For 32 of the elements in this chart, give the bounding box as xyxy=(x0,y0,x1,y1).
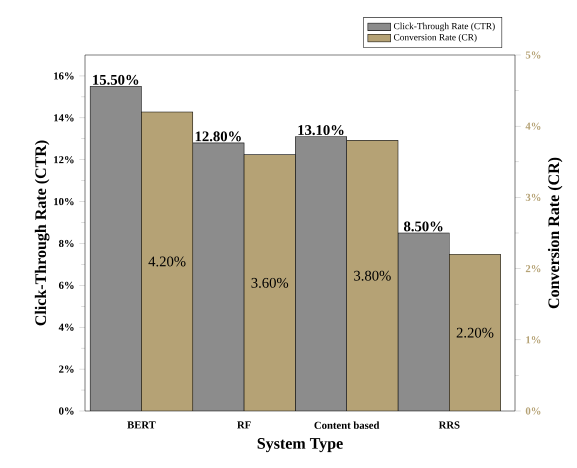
y2-tick-label: 5% xyxy=(526,51,540,59)
x-tick-label: BERT xyxy=(127,421,156,428)
y-tick-label: 8% xyxy=(58,240,74,248)
y2-tick-label: 2% xyxy=(526,264,540,272)
y-tick-label: 6% xyxy=(58,282,74,289)
data-label: 13.10% xyxy=(298,125,344,136)
y2-tick-label: 4% xyxy=(526,122,540,130)
y-tick-label: 0% xyxy=(59,407,74,415)
x-axis-title: System Type xyxy=(258,438,343,452)
data-label: 3.80% xyxy=(354,270,391,281)
data-label: 3.60% xyxy=(252,278,288,288)
y2-tick-label: 0% xyxy=(526,407,540,415)
x-tick-label: Content based xyxy=(314,421,380,429)
data-label: 15.50% xyxy=(93,74,138,85)
y-tick-label: 12% xyxy=(54,156,74,164)
y-tick-label: 2% xyxy=(59,366,74,373)
data-label: 2.20% xyxy=(456,328,494,338)
y2-tick-label: 3% xyxy=(526,194,540,202)
y2-axis-title: Conversion Rate (CR) xyxy=(548,158,562,308)
y-tick-label: 4% xyxy=(58,324,74,331)
y-tick-label: 16% xyxy=(54,72,74,80)
y-tick-label: 10% xyxy=(54,198,74,206)
y2-tick-label: 1% xyxy=(526,336,540,344)
data-label: 8.50% xyxy=(404,221,442,232)
legend-label: Click-Through Rate (CTR) xyxy=(394,22,495,32)
legend-label: Conversion Rate (CR) xyxy=(394,34,477,42)
data-label: 12.80% xyxy=(196,131,241,142)
data-label: 4.20% xyxy=(148,256,186,266)
x-tick-label: RRS xyxy=(438,421,460,429)
x-tick-label: RF xyxy=(237,421,251,428)
y-axis-title: Click-Through Rate (CTR) xyxy=(34,140,50,326)
y-tick-label: 14% xyxy=(54,114,74,122)
